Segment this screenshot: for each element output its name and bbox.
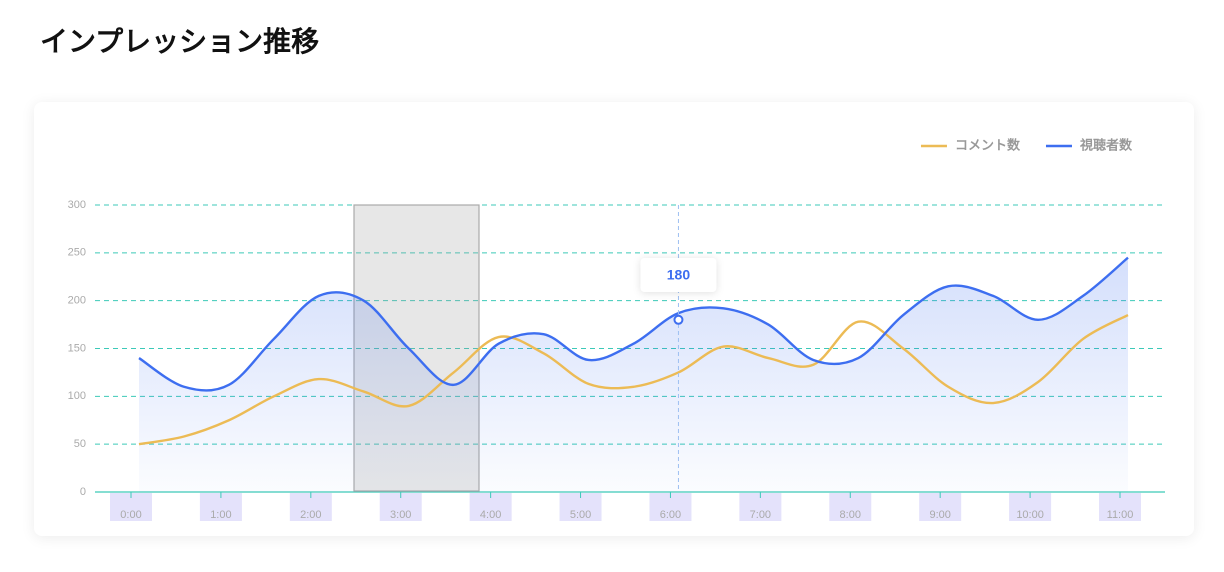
- y-tick-label: 0: [80, 486, 86, 498]
- tooltip-value: 180: [667, 267, 691, 283]
- x-tick-label: 8:00: [840, 509, 861, 521]
- tooltip-box: [640, 258, 717, 292]
- x-tick-label: 11:00: [1107, 509, 1134, 521]
- x-tick-label: 2:00: [300, 509, 321, 521]
- x-tick-label: 9:00: [929, 509, 950, 521]
- x-tick-label: 5:00: [570, 509, 591, 521]
- x-tick-label: 0:00: [120, 509, 141, 521]
- x-tick-label: 3:00: [390, 509, 411, 521]
- line: [138, 313, 1129, 446]
- x-tick-label: 7:00: [750, 509, 771, 521]
- area: [139, 257, 1128, 492]
- x-tick-label: 1:00: [210, 509, 231, 521]
- x-tick-label: 4:00: [480, 509, 501, 521]
- line: [138, 256, 1129, 392]
- legend-label: 視聴者数: [1079, 137, 1133, 152]
- chart-title: インプレッション推移: [40, 25, 320, 58]
- y-tick-label: 50: [74, 438, 86, 450]
- y-tick-label: 200: [68, 295, 86, 307]
- y-tick-label: 150: [68, 342, 86, 354]
- y-tick-label: 300: [68, 199, 86, 211]
- tooltip-point: [673, 314, 684, 325]
- y-tick-label: 250: [68, 247, 86, 259]
- legend-label: コメント数: [955, 137, 1021, 152]
- x-tick-label: 10:00: [1016, 509, 1044, 521]
- y-tick-label: 100: [68, 390, 86, 402]
- x-tick-label: 6:00: [660, 509, 681, 521]
